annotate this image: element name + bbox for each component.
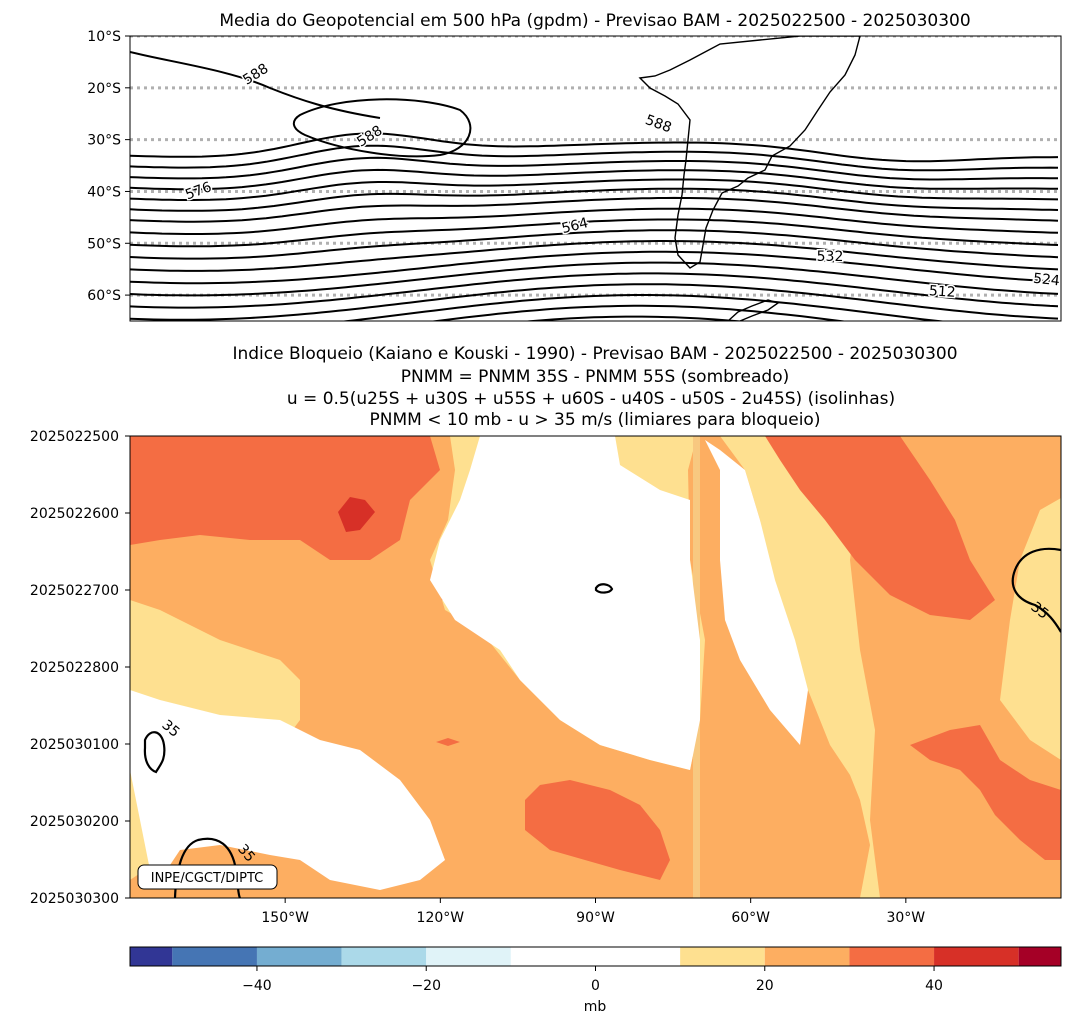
colorbar-tick-label: 20	[756, 978, 774, 994]
geopotential-contour	[130, 272, 1059, 309]
colorbar-label: mb	[584, 999, 607, 1015]
hov-ytick-label: 2025030200	[30, 814, 119, 830]
colorbar-swatch	[680, 947, 765, 966]
geopotential-contour	[130, 156, 1058, 181]
hov-xtick-label: 90°W	[576, 910, 615, 926]
shade-level-below-10-center	[430, 436, 700, 770]
index-title-line-1: Indice Bloqueio (Kaiano e Kouski - 1990)…	[232, 344, 957, 364]
colorbar-swatch	[849, 947, 935, 966]
colorbar-swatch	[130, 947, 173, 966]
geopotential-contour	[130, 240, 1059, 272]
credit-box: INPE/CGCT/DIPTC	[137, 864, 278, 890]
shade-level-30-40-west	[130, 436, 440, 560]
geopotential-contour	[130, 132, 1059, 163]
hov-ytick-label: 2025022700	[30, 583, 119, 599]
hov-ytick-label: 2025022600	[30, 506, 119, 522]
index-title-line-3: u = 0.5(u25S + u30S + u55S + u60S - u40S…	[287, 389, 895, 409]
geopotential-contour	[130, 144, 1059, 172]
map-ytick-label: 30°S	[87, 133, 121, 149]
geopotential-contour	[521, 315, 747, 321]
u-35-contour	[143, 731, 166, 774]
hov-xtick-label: 150°W	[261, 910, 309, 926]
geopotential-contour	[130, 196, 1059, 223]
credit-text: INPE/CGCT/DIPTC	[151, 871, 263, 886]
index-title-line-2: PNMM = PNMM 35S - PNMM 55S (sombreado)	[401, 367, 790, 387]
geopotential-contour-588-closed	[292, 98, 472, 158]
map-ytick-label: 40°S	[87, 184, 121, 200]
colorbar-swatch	[426, 947, 511, 966]
geopotential-contour	[429, 304, 849, 321]
shade-level-30-40-southeast	[910, 725, 1061, 860]
hov-xtick-label: 30°W	[886, 910, 925, 926]
map-ytick-label: 60°S	[87, 288, 121, 304]
map-ytick-label: 50°S	[87, 236, 121, 252]
hov-ytick-label: 2025022500	[30, 429, 119, 445]
colorbar-swatch	[341, 947, 427, 966]
map-title: Media do Geopotencial em 500 hPa (gpdm) …	[219, 11, 970, 31]
geopotential-contour	[130, 187, 1059, 212]
geopotential-contour	[130, 283, 1059, 321]
shade-level-30-40-spot-2	[436, 738, 460, 746]
geopotential-contour	[130, 168, 1059, 191]
colorbar-swatch	[1018, 947, 1061, 966]
shade-level-below-10-center-east	[705, 440, 808, 745]
hov-ytick-label: 2025030300	[30, 891, 119, 907]
geopotential-contour-588-north	[130, 51, 381, 119]
shade-level-30-40-south	[525, 780, 670, 880]
shade-level-below-10-west	[130, 690, 445, 890]
colorbar-tick-label: −40	[242, 978, 272, 994]
colorbar-tick-label: 40	[925, 978, 943, 994]
latitude-gridlines	[130, 36, 1061, 297]
colorbar-tick-label: 0	[591, 978, 600, 994]
geopotential-contour-label: 532	[817, 249, 844, 265]
colorbar-swatch	[510, 947, 681, 966]
hov-xtick-label: 120°W	[417, 910, 465, 926]
colorbar-tick-label: −20	[411, 978, 441, 994]
geopotential-contour-label: 524	[1032, 271, 1060, 290]
colorbar-swatch	[934, 947, 1019, 966]
index-title-line-4: PNMM < 10 mb - u > 35 m/s (limiares para…	[370, 410, 821, 430]
hov-ytick-label: 2025022800	[30, 660, 119, 676]
colorbar-swatch	[172, 947, 257, 966]
shade-level-40-50	[338, 497, 375, 532]
geopotential-contour	[339, 294, 947, 321]
map-ytick-label: 20°S	[87, 81, 121, 97]
hov-xtick-label: 60°W	[731, 910, 770, 926]
map-ytick-label: 10°S	[87, 29, 121, 45]
shade-level-30-40-east	[765, 436, 995, 620]
geopotential-contour	[130, 229, 1059, 260]
geopotential-contour	[130, 218, 1059, 248]
geopotential-contour	[130, 207, 1059, 235]
colorbar: −40 −20 0 20 40 mb	[129, 946, 1062, 1015]
colorbar-swatch	[764, 947, 850, 966]
colorbar-swatch	[256, 947, 342, 966]
geopotential-contour	[130, 178, 1059, 201]
u-35-contour	[594, 583, 614, 594]
geopotential-contour-label: 512	[928, 283, 956, 301]
geopotential-contour	[130, 261, 1059, 297]
geopotential-contour	[130, 250, 1059, 285]
geopotential-contours	[130, 51, 1059, 321]
u-35-contour	[1011, 547, 1061, 633]
hov-ytick-label: 2025030100	[30, 737, 119, 753]
